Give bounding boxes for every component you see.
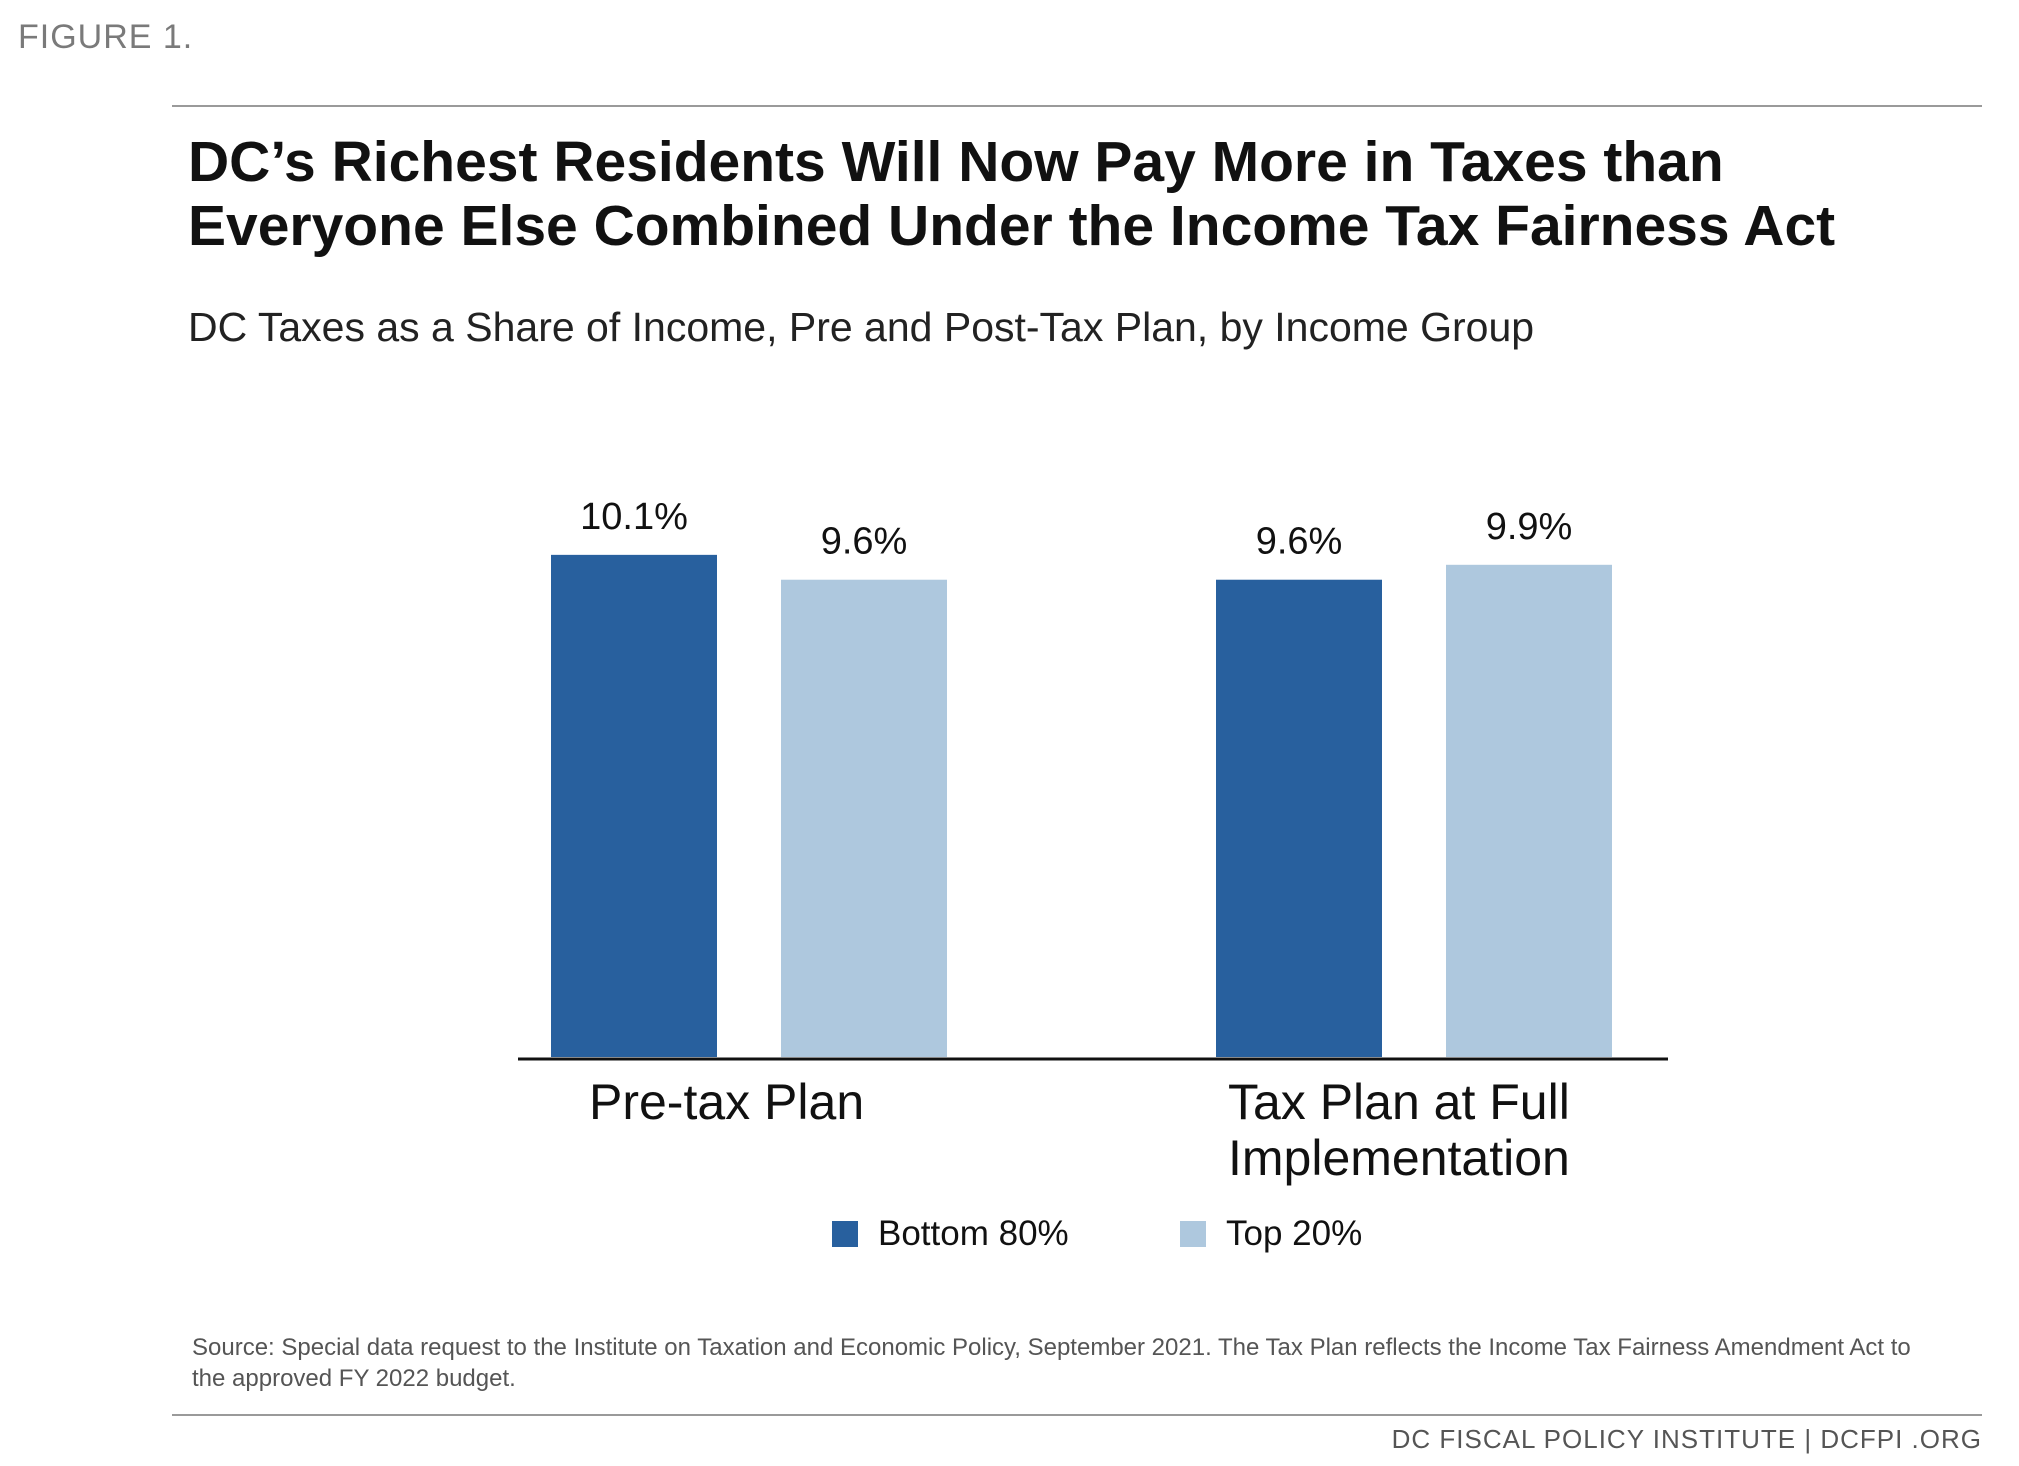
chart-title: DC’s Richest Residents Will Now Pay More… bbox=[188, 130, 1836, 258]
legend-label-top-20: Top 20% bbox=[1226, 1214, 1363, 1253]
footer-credit: DC FISCAL POLICY INSTITUTE | DCFPI .ORG bbox=[1391, 1424, 1982, 1454]
bottom-divider bbox=[172, 1414, 1982, 1416]
bar-top-20-pre-tax-plan bbox=[781, 579, 947, 1057]
data-label-bottom-80-tax-plan-full: 9.6% bbox=[1256, 521, 1343, 563]
x-tick-label-tax-plan-full: Tax Plan at Full Implementation bbox=[1228, 1074, 1570, 1186]
top-divider bbox=[172, 105, 1982, 107]
bar-bottom-80-tax-plan-full bbox=[1216, 579, 1382, 1057]
data-label-bottom-80-pre-tax-plan: 10.1% bbox=[580, 496, 688, 538]
bar-chart: 10.1% 9.6% 9.6% 9.9% Pre-tax Plan Tax Plan at… bbox=[518, 496, 1668, 1186]
legend-item-top-20: Top 20% bbox=[1180, 1214, 1362, 1254]
data-label-top-20-pre-tax-plan: 9.6% bbox=[821, 521, 908, 563]
bar-bottom-80-pre-tax-plan bbox=[551, 554, 717, 1057]
chart-subtitle: DC Taxes as a Share of Income, Pre and P… bbox=[188, 304, 1535, 350]
legend-swatch-bottom-80 bbox=[832, 1221, 858, 1247]
bar-top-20-tax-plan-full bbox=[1446, 564, 1612, 1057]
chart-legend: Bottom 80% Top 20% bbox=[0, 1214, 2019, 1264]
legend-label-bottom-80: Bottom 80% bbox=[878, 1214, 1069, 1253]
legend-item-bottom-80: Bottom 80% bbox=[832, 1214, 1069, 1254]
x-tick-label-pre-tax-plan: Pre-tax Plan bbox=[589, 1074, 864, 1130]
figure-label: FIGURE 1. bbox=[18, 18, 194, 56]
data-label-top-20-tax-plan-full: 9.9% bbox=[1486, 506, 1573, 548]
source-note: Source: Special data request to the Inst… bbox=[192, 1334, 1911, 1392]
legend-swatch-top-20 bbox=[1180, 1221, 1206, 1247]
